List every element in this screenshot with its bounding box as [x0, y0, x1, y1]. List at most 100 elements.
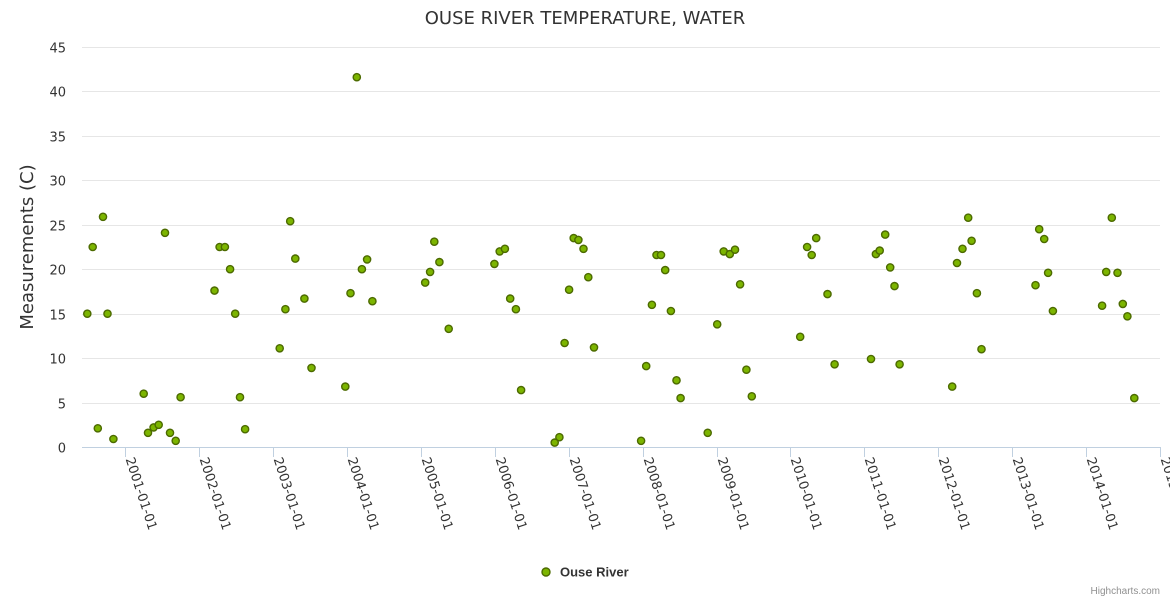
data-point[interactable] — [490, 259, 499, 269]
data-point[interactable] — [240, 424, 250, 434]
data-point[interactable] — [730, 245, 740, 254]
data-point[interactable] — [890, 281, 899, 291]
data-point[interactable] — [1034, 224, 1044, 234]
x-tick-label: 2004-01-01 — [344, 456, 382, 532]
data-point[interactable] — [103, 309, 112, 319]
data-point[interactable] — [963, 213, 973, 222]
data-point[interactable] — [550, 438, 560, 447]
data-point[interactable] — [281, 304, 290, 314]
data-point[interactable] — [220, 242, 230, 252]
data-point[interactable] — [1113, 268, 1122, 278]
data-point[interactable] — [672, 375, 681, 385]
data-point[interactable] — [160, 228, 170, 238]
data-point[interactable] — [98, 212, 108, 222]
data-point[interactable] — [830, 359, 839, 369]
data-point[interactable] — [516, 385, 526, 395]
data-point[interactable] — [290, 254, 300, 263]
data-point[interactable] — [952, 258, 962, 268]
data-point[interactable] — [1107, 213, 1117, 222]
data-point[interactable] — [811, 233, 821, 243]
data-point[interactable] — [1039, 234, 1049, 244]
data-point[interactable] — [742, 365, 751, 375]
data-point[interactable] — [555, 432, 564, 442]
data-point[interactable] — [958, 244, 967, 254]
data-point[interactable] — [1101, 267, 1111, 277]
data-point[interactable] — [676, 393, 685, 403]
data-point[interactable] — [143, 428, 153, 438]
data-point[interactable] — [425, 267, 435, 277]
data-point[interactable] — [947, 382, 957, 391]
data-point[interactable] — [589, 343, 599, 352]
data-point[interactable] — [307, 363, 316, 373]
data-point[interactable] — [1097, 301, 1107, 311]
data-point[interactable] — [352, 72, 362, 82]
data-point[interactable] — [967, 236, 976, 246]
data-point[interactable] — [656, 250, 666, 260]
data-point[interactable] — [823, 289, 832, 299]
data-point[interactable] — [176, 392, 185, 402]
data-point[interactable] — [666, 306, 676, 316]
data-point[interactable] — [444, 324, 454, 334]
data-point[interactable] — [735, 279, 745, 289]
data-point[interactable] — [171, 436, 180, 446]
data-point[interactable] — [712, 319, 722, 329]
data-point[interactable] — [362, 255, 372, 264]
data-point[interactable] — [368, 296, 377, 306]
data-point[interactable] — [895, 359, 904, 369]
data-point[interactable] — [154, 420, 163, 430]
data-point[interactable] — [1048, 306, 1058, 316]
data-point[interactable] — [511, 304, 521, 314]
chart-title: OUSE RIVER TEMPERATURE, WATER — [425, 8, 746, 29]
data-point[interactable] — [500, 244, 510, 254]
data-point[interactable] — [230, 309, 240, 319]
data-point[interactable] — [505, 294, 515, 303]
data-point[interactable] — [429, 237, 439, 246]
data-point[interactable] — [420, 278, 430, 287]
data-point[interactable] — [109, 434, 118, 444]
data-point[interactable] — [435, 257, 444, 267]
data-point[interactable] — [802, 242, 812, 252]
data-point[interactable] — [340, 382, 350, 391]
data-point[interactable] — [866, 354, 876, 364]
data-point[interactable] — [275, 343, 285, 353]
data-point[interactable] — [1130, 393, 1139, 403]
data-point[interactable] — [88, 242, 97, 252]
legend[interactable]: Ouse River — [541, 565, 629, 580]
data-point[interactable] — [210, 286, 219, 295]
data-point[interactable] — [346, 288, 355, 298]
data-point[interactable] — [885, 263, 895, 272]
data-point[interactable] — [972, 288, 982, 298]
data-point[interactable] — [300, 294, 309, 303]
data-point[interactable] — [795, 332, 805, 342]
legend-item-ouse-river[interactable]: Ouse River — [560, 565, 629, 580]
data-point[interactable] — [660, 265, 670, 275]
data-point[interactable] — [574, 235, 583, 245]
data-point[interactable] — [285, 216, 295, 226]
credits-link[interactable]: Highcharts.com — [1091, 586, 1160, 597]
data-point[interactable] — [1043, 268, 1053, 278]
data-point[interactable] — [747, 391, 757, 401]
data-point[interactable] — [1123, 311, 1132, 321]
data-point[interactable] — [807, 250, 817, 260]
data-point[interactable] — [1031, 280, 1040, 290]
series-ouse-river[interactable] — [83, 72, 1139, 447]
data-point[interactable] — [235, 392, 245, 402]
data-point[interactable] — [139, 389, 148, 399]
data-point[interactable] — [703, 428, 713, 438]
data-point[interactable] — [875, 246, 885, 255]
data-point[interactable] — [83, 309, 92, 319]
data-point[interactable] — [880, 230, 890, 239]
data-point[interactable] — [647, 300, 657, 310]
data-point[interactable] — [636, 436, 646, 446]
data-point[interactable] — [560, 338, 569, 348]
data-point[interactable] — [93, 423, 103, 433]
data-point[interactable] — [357, 264, 367, 274]
data-point[interactable] — [584, 272, 593, 282]
data-point[interactable] — [1118, 299, 1128, 309]
data-point[interactable] — [225, 264, 235, 274]
data-point[interactable] — [165, 428, 175, 438]
data-point[interactable] — [641, 361, 651, 371]
data-point[interactable] — [579, 244, 588, 254]
data-point[interactable] — [977, 344, 986, 354]
data-point[interactable] — [564, 285, 574, 295]
